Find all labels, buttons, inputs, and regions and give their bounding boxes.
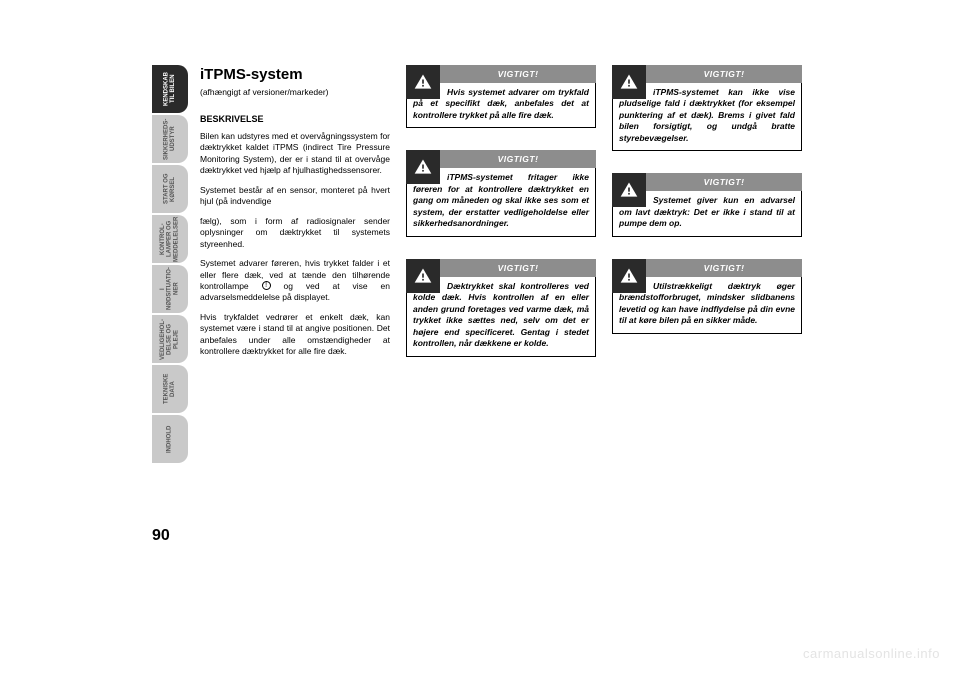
warning-box: VIGTIGT! Dæktrykket skal kontrolleres ve… <box>406 259 596 357</box>
tab-kontrol[interactable]: KONTROL-LAMPER OG MEDDELELSER <box>152 215 188 263</box>
warning-box: VIGTIGT! Hvis systemet advarer om trykfa… <box>406 65 596 128</box>
page-title: iTPMS-system <box>200 65 390 85</box>
warning-label: VIGTIGT! <box>646 259 802 277</box>
body-p3: fælg), som i form af radiosignaler sende… <box>200 216 390 250</box>
tab-nod[interactable]: I NØDSITUATIO-NER <box>152 265 188 313</box>
body-p2: Systemet består af en sensor, monteret p… <box>200 185 390 208</box>
warning-label: VIGTIGT! <box>440 259 596 277</box>
tab-sikkerhed[interactable]: SIKKERHEDS-UDSTYR <box>152 115 188 163</box>
manual-page: KENDSKAB TIL BILEN SIKKERHEDS-UDSTYR STA… <box>152 65 808 545</box>
column-3: VIGTIGT! iTPMS-systemet kan ikke vi­se p… <box>612 65 802 356</box>
tab-kendskab[interactable]: KENDSKAB TIL BILEN <box>152 65 188 113</box>
body-p5: Hvis trykfaldet vedrører et enkelt dæk, … <box>200 312 390 358</box>
warning-icon <box>406 150 440 184</box>
tab-vedlige[interactable]: VEDLIGEHOL-DELSE OG PLEJE <box>152 315 188 363</box>
warning-icon <box>612 65 646 99</box>
warning-label: VIGTIGT! <box>646 173 802 191</box>
tab-start[interactable]: START OG KØRSEL <box>152 165 188 213</box>
tab-tekniske[interactable]: TEKNISKE DATA <box>152 365 188 413</box>
warning-box: VIGTIGT! iTPMS-systemet fritager ik­ke f… <box>406 150 596 236</box>
warning-label: VIGTIGT! <box>440 65 596 83</box>
warning-label: VIGTIGT! <box>646 65 802 83</box>
side-tabs: KENDSKAB TIL BILEN SIKKERHEDS-UDSTYR STA… <box>152 65 188 465</box>
section-heading: BESKRIVELSE <box>200 113 390 125</box>
page-number: 90 <box>152 527 170 545</box>
warning-box: VIGTIGT! iTPMS-systemet kan ikke vi­se p… <box>612 65 802 151</box>
watermark: carmanualsonline.info <box>803 646 940 661</box>
subtitle: (afhængigt af versioner/markeder) <box>200 87 390 98</box>
warning-icon <box>612 259 646 293</box>
tire-pressure-icon <box>262 281 271 290</box>
tab-indhold[interactable]: INDHOLD <box>152 415 188 463</box>
warning-icon <box>406 65 440 99</box>
body-p4: Systemet advarer føreren, hvis trykket f… <box>200 258 390 304</box>
body-p1: Bilen kan udstyres med et overvågnings­s… <box>200 131 390 177</box>
column-1: iTPMS-system (afhængigt af versioner/mar… <box>200 65 390 366</box>
warning-box: VIGTIGT! Systemet giver kun en advar­sel… <box>612 173 802 236</box>
column-2: VIGTIGT! Hvis systemet advarer om trykfa… <box>406 65 596 379</box>
warning-icon <box>406 259 440 293</box>
warning-label: VIGTIGT! <box>440 150 596 168</box>
warning-box: VIGTIGT! Utilstrækkeligt dæktryk øger br… <box>612 259 802 334</box>
warning-icon <box>612 173 646 207</box>
